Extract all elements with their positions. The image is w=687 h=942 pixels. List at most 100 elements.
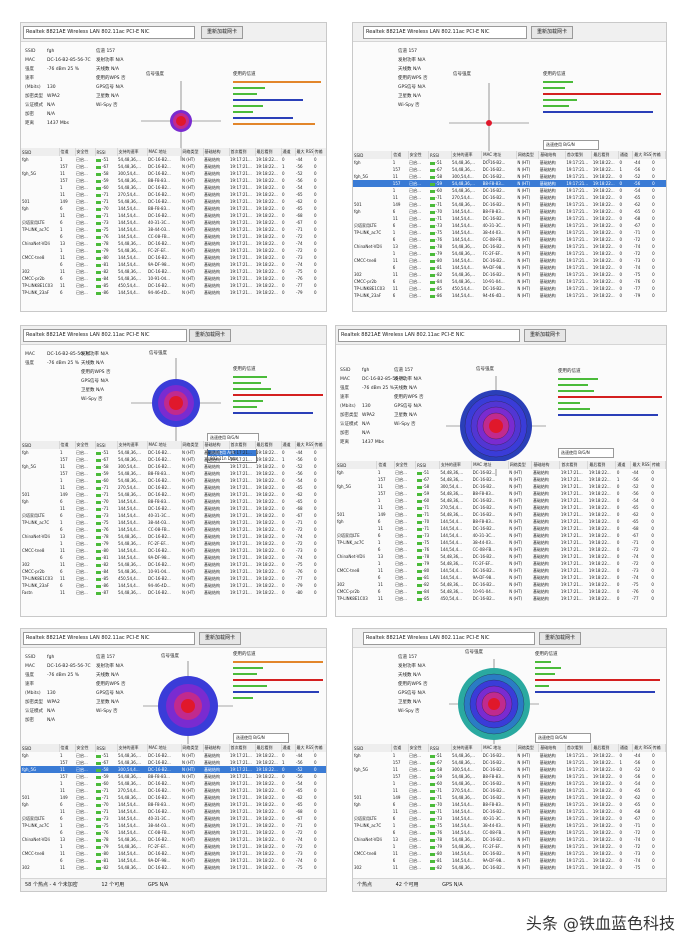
table-row[interactable]: 1 已启... -79 54,48,36,... FC-2F-EF... N (HT) 基础… (353, 843, 666, 850)
column-header[interactable]: 安全性 (408, 744, 430, 752)
table-row[interactable]: 1 已启... -60 54,48,36,... DC-16-B2... N (HT) 基础… (336, 497, 666, 504)
table-row[interactable]: CMCC-tne8 11 已启... -80 144,54,4... DC-16-B2..… (21, 850, 326, 857)
column-header[interactable]: 信道 (59, 744, 76, 752)
table-row[interactable]: 1 已启... -79 54,48,36,... FC-2F-EF... N (HT) 基础… (336, 560, 666, 567)
table-row[interactable]: ChinaNet-VDIi 13 已启... -78 54,48,36,... DC-16… (21, 240, 326, 247)
column-header[interactable]: 通道 (281, 148, 296, 156)
table-row[interactable]: TP-LINK8E1C03 11 已启... -85 450,54,4... DC-16-… (353, 285, 666, 292)
column-header[interactable]: MAC 地址 (481, 744, 517, 752)
table-row[interactable]: 157 已启... -59 54,48,36,... B8-F8-83... N (HT)… (21, 470, 326, 477)
reload-adapter-button[interactable]: 重新加载网卡 (201, 26, 243, 39)
column-header[interactable]: RSSI (428, 744, 452, 752)
table-row[interactable]: fgh_5G 11 已启... -58 300,54,4... DC-16-B2... N … (21, 463, 326, 470)
column-header[interactable]: 传输 (650, 461, 666, 469)
column-header[interactable]: 网络类型 (181, 744, 204, 752)
column-header[interactable]: 信道 (376, 461, 395, 469)
column-header[interactable]: 通道 (618, 151, 634, 159)
column-header[interactable]: 最后看到 (587, 461, 617, 469)
table-row[interactable]: fgh 6 已启... -70 144,54,4... B8-F8-83... N (HT)… (21, 205, 326, 212)
table-row[interactable]: TP-LINK8E1C03 11 已启... -85 450,54,4... DC-16-… (336, 595, 666, 602)
table-row[interactable]: TP-LINK_ac7C 1 已启... -75 144,54,4... 38-44-03… (336, 539, 666, 546)
table-row[interactable]: 6 已启... -81 144,54,4... 9A-DF-98... N (HT) 基础结… (21, 857, 326, 864)
column-header[interactable]: SSID (21, 441, 60, 449)
table-row[interactable]: 6 已启... -76 144,54,4... CC-08-FB... N (HT) 基础结… (353, 829, 666, 836)
column-header[interactable]: MAC 地址 (481, 151, 517, 159)
column-header[interactable]: 最后看到 (255, 441, 282, 449)
table-row[interactable]: 11 已启... -71 270,54,4... DC-16-B2... N (HT) 基础… (21, 191, 326, 198)
column-header[interactable]: 支持的速率 (117, 744, 148, 752)
column-header[interactable]: 传输 (313, 744, 326, 752)
column-header[interactable]: SSID (21, 744, 60, 752)
table-row[interactable]: TP-LINK_ac7C 1 已启... -75 144,54,4... 38-44-03… (353, 229, 666, 236)
column-header[interactable]: 通道 (281, 441, 296, 449)
reload-adapter-button[interactable]: 重新加载网卡 (189, 329, 231, 342)
column-header[interactable]: 首次看到 (565, 744, 593, 752)
table-row[interactable]: fgh_5G 11 已启... -58 300,54,4... DC-16-B2... N … (21, 766, 326, 773)
reload-adapter-button[interactable]: 重新加载网卡 (199, 632, 241, 645)
table-row[interactable]: TP-LINK_ac7C 1 已启... -75 144,54,4... 38-44-03… (21, 226, 326, 233)
table-row[interactable]: 157 已启... -67 54,48,36,... DC-16-B2... N (HT)… (353, 166, 666, 173)
table-row[interactable]: 贝塔家用LTE 6 已启... -73 144,54,4... 40-31-3C... N … (353, 222, 666, 229)
table-row[interactable]: fgh 6 已启... -70 144,54,4... B8-F8-83... N (HT)… (336, 518, 666, 525)
table-row[interactable]: CMCC-pr2b 6 已启... -84 54,48,36,... 10-91-04..… (21, 275, 326, 282)
table-row[interactable]: fgh 1 已启... -51 54,48,36,... DC-16-B2... N (HT… (21, 156, 326, 163)
column-header[interactable]: RSSI (95, 148, 118, 156)
table-row[interactable]: 11 已启... -71 270,54,4... DC-16-B2... N (HT) 基础… (353, 787, 666, 794)
table-row[interactable]: 1 已启... -60 54,48,36,... DC-16-B2... N (HT) 基础… (21, 780, 326, 787)
table-row[interactable]: 157 已启... -59 54,48,36,... B8-F8-83... N (HT)… (353, 180, 666, 187)
adapter-select[interactable]: Realtek 8821AE Wireless LAN 802.11ac PCI… (338, 329, 520, 342)
column-header[interactable]: 信道 (59, 148, 76, 156)
column-header[interactable]: 首次看到 (559, 461, 589, 469)
table-row[interactable]: CMCC-pr2b 6 已启... -84 54,48,36,... 10-91-04..… (336, 588, 666, 595)
column-header[interactable]: 通道 (615, 461, 632, 469)
speed-select[interactable]: 选速使用 B/G/N (233, 733, 289, 743)
column-header[interactable]: 通道 (281, 744, 296, 752)
table-row[interactable]: TP-LINK_ac7C 1 已启... -75 144,54,4... 38-44-03… (353, 822, 666, 829)
table-row[interactable]: fgh_5G 11 已启... -58 300,54,4... DC-16-B2... N … (353, 766, 666, 773)
column-header[interactable]: 支持的速率 (451, 151, 483, 159)
table-row[interactable]: fgh 1 已启... -51 54,48,36,... DC-16-B2... N (HT… (336, 469, 666, 476)
reload-adapter-button[interactable]: 重新加载网卡 (531, 26, 573, 39)
column-header[interactable]: 传输 (313, 148, 326, 156)
table-row[interactable]: 501 149 已启... -71 54,48,36,... DC-16-B2... N (… (353, 794, 666, 801)
table-row[interactable]: fgh_5G 11 已启... -58 300,54,4... DC-16-B2... N … (353, 173, 666, 180)
table-row[interactable]: 1 已启... -79 54,48,36,... FC-2F-EF... N (HT) 基础… (21, 247, 326, 254)
table-row[interactable]: fgh 1 已启... -51 54,48,36,... DC-16-B2... N (HT… (21, 752, 326, 759)
column-header[interactable]: SSID (21, 148, 60, 156)
column-header[interactable]: 最大 RSSI (632, 151, 652, 159)
table-row[interactable]: fgh 6 已启... -70 144,54,4... B8-F8-83... N (HT)… (21, 498, 326, 505)
table-row[interactable]: 302 11 已启... -82 54,48,36,... DC-16-B2... N (H… (353, 864, 666, 871)
column-header[interactable]: 最后看到 (591, 151, 619, 159)
column-header[interactable]: 最大 RSSI (295, 744, 314, 752)
table-row[interactable]: TP-LINK8E1C03 11 已启... -85 450,54,4... DC-16-… (21, 282, 326, 289)
column-header[interactable]: 安全性 (75, 148, 96, 156)
column-header[interactable]: 最后看到 (255, 148, 282, 156)
table-row[interactable]: 6 已启... -81 144,54,4... 9A-DF-98... N (HT) 基础结… (336, 574, 666, 581)
speed-select[interactable]: 选速使用 B/G/N (558, 448, 614, 458)
column-header[interactable]: 首次看到 (229, 744, 256, 752)
table-row[interactable]: 贝塔家用LTE 6 已启... -73 144,54,4... 40-31-3C... N … (353, 815, 666, 822)
column-header[interactable]: 传输 (651, 744, 666, 752)
table-row[interactable]: 贝塔家用LTE 6 已启... -73 144,54,4... 40-31-3C... N … (21, 815, 326, 822)
reload-adapter-button[interactable]: 重新加载网卡 (524, 329, 566, 342)
column-header[interactable]: SSID (353, 744, 393, 752)
table-row[interactable]: 11 已启... -71 270,54,4... DC-16-B2... N (HT) 基础… (353, 194, 666, 201)
table-row[interactable]: 157 已启... -67 54,48,36,... DC-16-B2... N (HT)… (21, 456, 326, 463)
table-row[interactable]: CMCC-tne8 11 已启... -80 144,54,4... DC-16-B2..… (21, 547, 326, 554)
column-header[interactable]: 网络类型 (516, 744, 540, 752)
table-row[interactable]: 157 已启... -59 54,48,36,... B8-F8-83... N (HT)… (21, 773, 326, 780)
adapter-select[interactable]: Realtek 8821AE Wireless LAN 802.11ac PCI… (23, 329, 187, 342)
column-header[interactable]: 网络类型 (508, 461, 533, 469)
table-row[interactable]: 11 已启... -71 144,54,4... DC-16-B2... N (HT) 基础… (21, 212, 326, 219)
table-row[interactable]: CMCC-pr2b 6 已启... -84 54,48,36,... 10-91-04..… (21, 568, 326, 575)
table-row[interactable]: 501 149 已启... -71 54,48,36,... DC-16-B2... N (… (353, 201, 666, 208)
speed-option[interactable]: 选速使用 A/N (208, 450, 256, 456)
table-row[interactable]: 6 已启... -81 144,54,4... 9A-DF-98... N (HT) 基础结… (353, 264, 666, 271)
table-row[interactable]: 11 已启... -71 144,54,4... DC-16-B2... N (HT) 基础… (21, 505, 326, 512)
table-row[interactable]: ChinaNet-VDIi 13 已启... -78 54,48,36,... DC-16… (21, 836, 326, 843)
column-header[interactable]: 基础结构 (203, 148, 230, 156)
table-row[interactable]: ChinaNet-VDIi 13 已启... -78 54,48,36,... DC-16… (353, 836, 666, 843)
column-header[interactable]: RSSI (95, 441, 118, 449)
column-header[interactable]: 通道 (618, 744, 634, 752)
table-row[interactable]: 11 已启... -71 144,54,4... DC-16-B2... N (HT) 基础… (353, 215, 666, 222)
